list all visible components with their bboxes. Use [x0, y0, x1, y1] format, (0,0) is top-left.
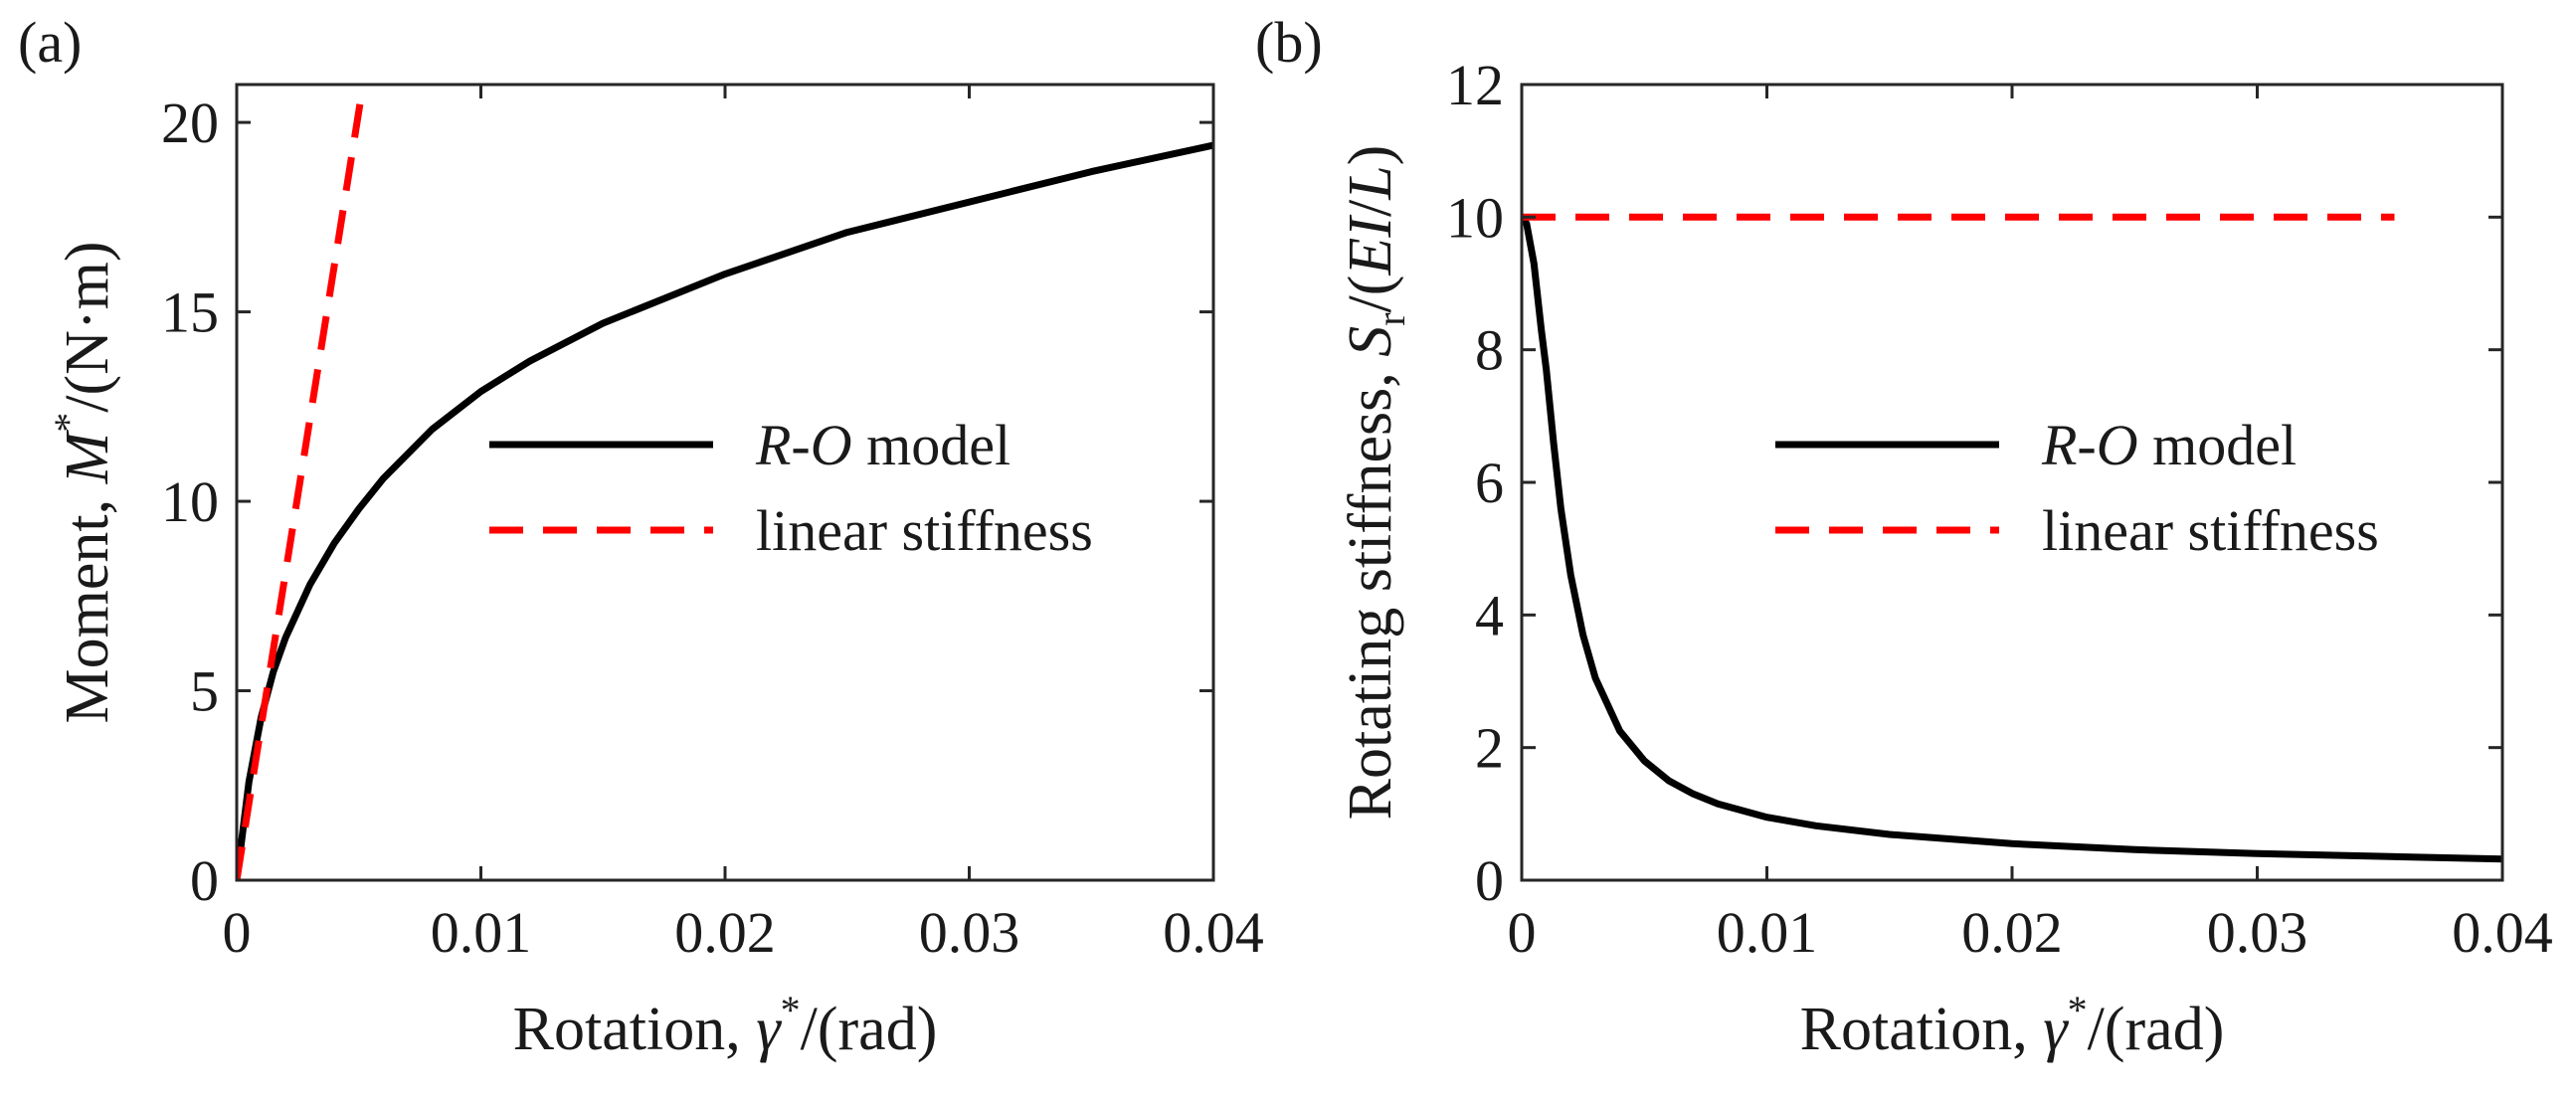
- legend: R-O model linear stiffness: [1775, 413, 2379, 563]
- legend: R-O model linear stiffness: [489, 413, 1093, 563]
- x-tick-label: 0.03: [2207, 900, 2308, 965]
- x-axis-label: Rotation, γ*/(rad): [513, 988, 938, 1063]
- x-tick-label: 0.04: [1163, 900, 1264, 965]
- panel-label: (a): [18, 10, 82, 75]
- series-line-r-o-model: [237, 141, 1213, 880]
- legend-label: linear stiffness: [756, 498, 1093, 563]
- series-line-linear-stiffness: [237, 102, 364, 880]
- x-tick-label: 0.02: [1961, 900, 2063, 965]
- y-axis-label: Rotating stiffness, Sr/(EI/L): [1337, 145, 1413, 821]
- y-tick-label: 4: [1475, 583, 1504, 647]
- y-axis-label: Moment, M*/(N·m): [46, 242, 121, 724]
- y-tick-label: 2: [1475, 716, 1504, 781]
- y-tick-label: 12: [1446, 53, 1504, 117]
- x-tick-label: 0.04: [2452, 900, 2553, 965]
- y-tick-label: 10: [1446, 185, 1504, 250]
- panel-label: (b): [1255, 10, 1323, 75]
- x-axis-label: Rotation, γ*/(rad): [1800, 988, 2225, 1063]
- axes-box: [1520, 83, 2504, 882]
- panel-b: (b) 0 0.01 0.02 0.03 0.04 0 2 4 6 8 10 12 Rotation, γ…: [1255, 10, 2553, 1063]
- y-tick-label: 10: [161, 469, 219, 534]
- x-tick-label: 0.03: [919, 900, 1020, 965]
- y-tick-label: 0: [1475, 848, 1504, 913]
- y-tick-label: 15: [161, 280, 219, 345]
- x-tick-label: 0.01: [1717, 900, 1818, 965]
- legend-label: linear stiffness: [2042, 498, 2379, 563]
- x-tick-label: 0.02: [674, 900, 776, 965]
- y-tick-label: 8: [1475, 318, 1504, 383]
- series-line-r-o-model: [1522, 215, 2502, 863]
- x-tick-label: 0: [1508, 900, 1537, 965]
- y-tick-label: 20: [161, 91, 219, 155]
- y-tick-label: 6: [1475, 451, 1504, 515]
- y-tick-label: 5: [190, 659, 219, 724]
- legend-label: R-O model: [755, 413, 1011, 477]
- legend-label: R-O model: [2041, 413, 2297, 477]
- x-tick-label: 0.01: [431, 900, 532, 965]
- x-tick-label: 0: [223, 900, 252, 965]
- panel-a: (a) 0 0.01 0.02 0.03 0.04 0 5 10 15 20 Rotation, γ*…: [18, 10, 1264, 1063]
- y-tick-label: 0: [190, 848, 219, 913]
